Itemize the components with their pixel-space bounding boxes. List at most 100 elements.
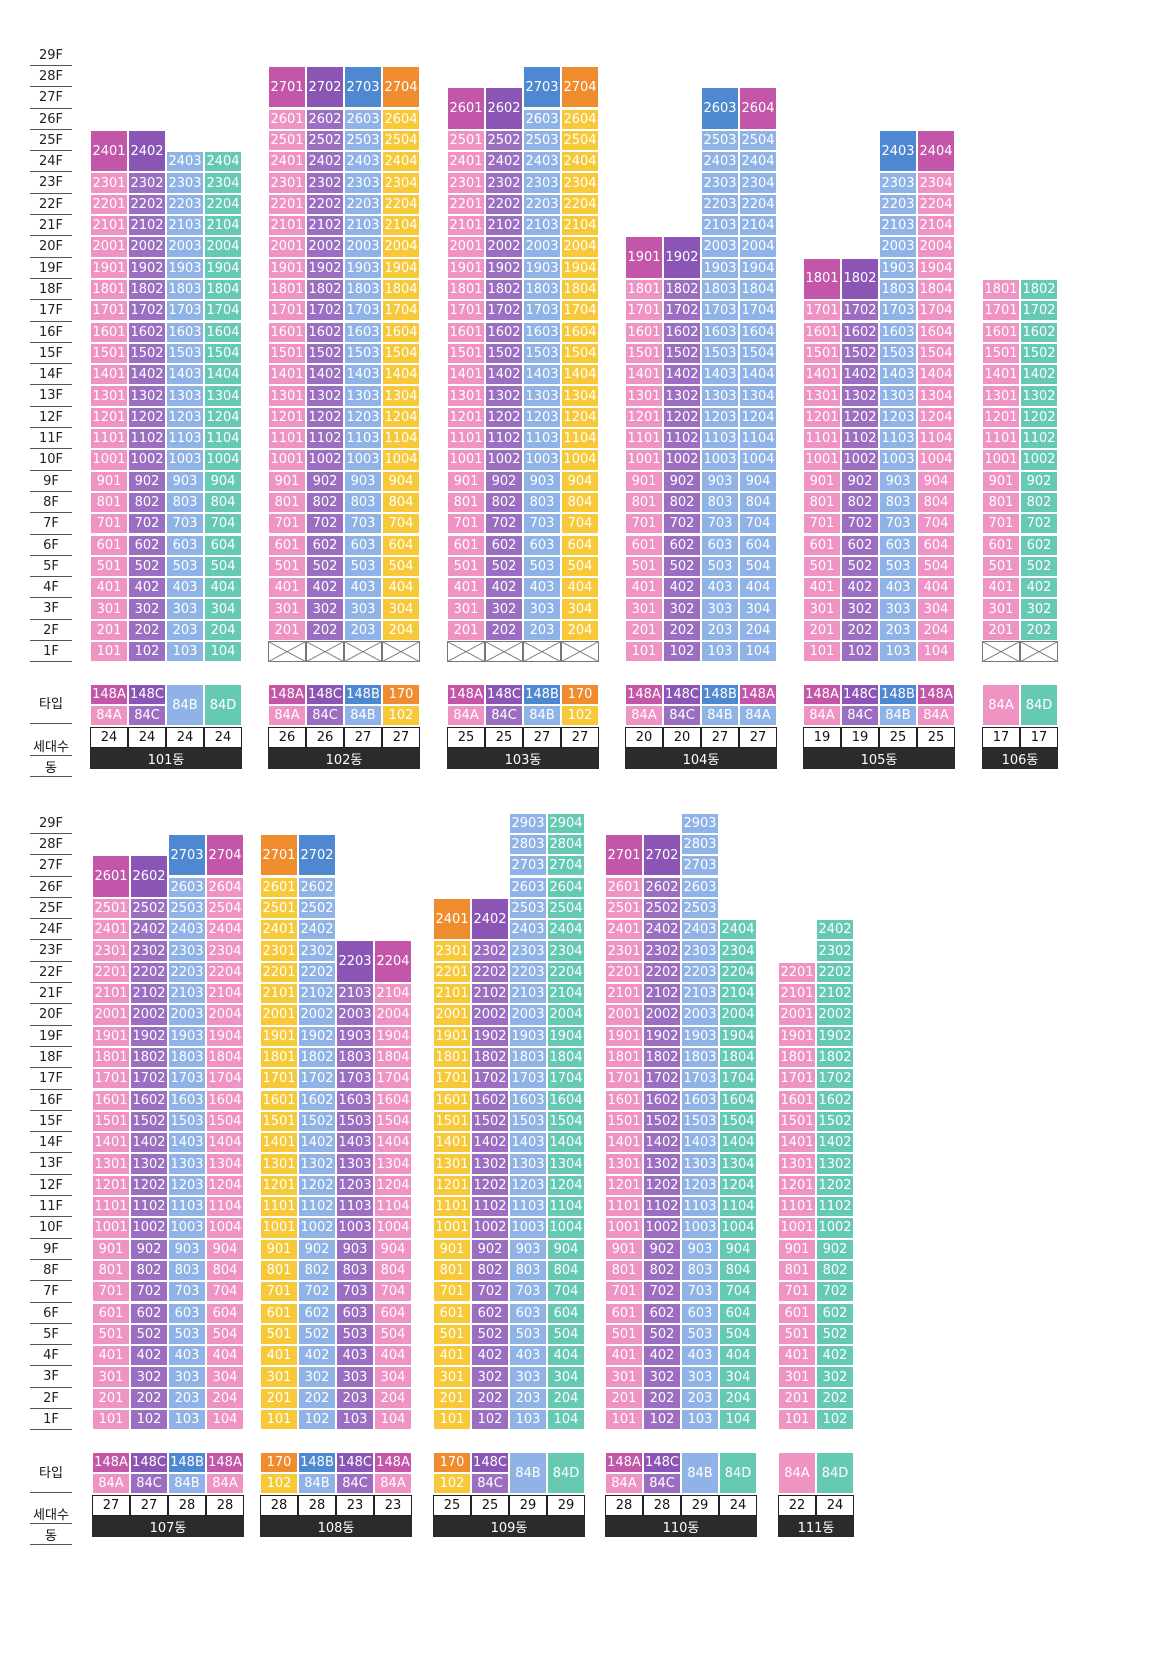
unit-cell[interactable]: 1204 [739,406,777,428]
unit-cell[interactable]: 1701 [92,1068,130,1090]
unit-cell[interactable]: 601 [447,534,485,556]
unit-cell[interactable]: 203 [523,619,561,641]
unit-cell[interactable]: 904 [547,1238,585,1260]
unit-cell[interactable]: 104 [739,641,777,663]
penthouse-cell[interactable]: 2704 [206,833,244,877]
unit-cell[interactable]: 2504 [206,897,244,920]
unit-cell[interactable]: 1804 [561,278,599,301]
unit-cell[interactable]: 1301 [447,385,485,407]
unit-cell[interactable]: 1502 [128,342,166,365]
unit-cell[interactable]: 2403 [701,151,739,173]
penthouse-cell[interactable]: 2601 [92,855,130,898]
unit-cell[interactable]: 501 [260,1323,298,1346]
unit-cell[interactable]: 1501 [268,342,306,365]
unit-cell[interactable]: 1903 [701,257,739,279]
unit-cell[interactable]: 104 [206,1409,244,1431]
unit-cell[interactable]: 1101 [803,428,841,450]
unit-cell[interactable]: 1602 [1020,321,1058,343]
unit-cell[interactable]: 2303 [701,172,739,194]
unit-cell[interactable]: 1402 [816,1132,854,1154]
unit-cell[interactable]: 1301 [982,385,1020,407]
unit-cell[interactable]: 2002 [306,236,344,258]
unit-cell[interactable]: 1501 [433,1110,471,1133]
unit-cell[interactable]: 903 [344,470,382,492]
unit-cell[interactable]: 504 [739,555,777,578]
unit-cell[interactable]: 2102 [816,983,854,1005]
unit-cell[interactable]: 2001 [447,236,485,258]
unit-cell[interactable]: 1201 [605,1174,643,1196]
unit-cell[interactable]: 902 [816,1238,854,1260]
unit-cell[interactable]: 1104 [547,1196,585,1218]
unit-cell[interactable]: 904 [204,470,242,492]
unit-cell[interactable]: 2401 [447,151,485,173]
unit-cell[interactable]: 1403 [879,364,917,386]
unit-cell[interactable]: 1302 [128,385,166,407]
unit-cell[interactable]: 2703 [509,855,547,877]
unit-cell[interactable]: 1402 [306,364,344,386]
unit-cell[interactable]: 2604 [547,876,585,898]
unit-cell[interactable]: 1204 [382,406,420,428]
unit-cell[interactable]: 1102 [471,1196,509,1218]
unit-cell[interactable]: 103 [168,1409,206,1431]
unit-cell[interactable]: 2104 [206,983,244,1005]
unit-cell[interactable]: 1601 [260,1089,298,1111]
unit-cell[interactable]: 101 [260,1409,298,1431]
unit-cell[interactable]: 804 [739,491,777,514]
unit-cell[interactable]: 1002 [306,449,344,471]
unit-cell[interactable]: 1404 [204,364,242,386]
unit-cell[interactable]: 801 [803,491,841,514]
unit-cell[interactable]: 902 [841,470,879,492]
unit-cell[interactable]: 2201 [92,961,130,983]
unit-cell[interactable]: 1203 [336,1174,374,1196]
unit-cell[interactable]: 1602 [298,1089,336,1111]
penthouse-cell[interactable]: 2703 [523,65,561,109]
unit-cell[interactable]: 2102 [643,983,681,1005]
unit-cell[interactable]: 2301 [92,940,130,962]
unit-cell[interactable]: 2501 [268,129,306,152]
unit-cell[interactable]: 2202 [485,193,523,215]
unit-cell[interactable]: 304 [917,598,955,620]
unit-cell[interactable]: 401 [92,1345,130,1367]
unit-cell[interactable]: 2304 [382,172,420,194]
unit-cell[interactable]: 1604 [547,1089,585,1111]
unit-cell[interactable]: 2103 [336,983,374,1005]
unit-cell[interactable]: 104 [719,1409,757,1431]
unit-cell[interactable]: 802 [485,491,523,514]
unit-cell[interactable]: 404 [206,1345,244,1367]
unit-cell[interactable]: 402 [663,577,701,599]
unit-cell[interactable]: 604 [719,1302,757,1324]
unit-cell[interactable]: 601 [433,1302,471,1324]
unit-cell[interactable]: 1204 [917,406,955,428]
unit-cell[interactable]: 701 [92,1281,130,1303]
unit-cell[interactable]: 1203 [168,1174,206,1196]
unit-cell[interactable]: 1202 [643,1174,681,1196]
unit-cell[interactable]: 1404 [547,1132,585,1154]
unit-cell[interactable]: 1301 [625,385,663,407]
unit-cell[interactable]: 1102 [1020,428,1058,450]
unit-cell[interactable]: 2003 [168,1004,206,1026]
unit-cell[interactable]: 2301 [260,940,298,962]
unit-cell[interactable]: 1102 [485,428,523,450]
unit-cell[interactable]: 1104 [374,1196,412,1218]
unit-cell[interactable]: 1602 [485,321,523,343]
penthouse-cell[interactable]: 2703 [168,833,206,877]
unit-cell[interactable]: 2404 [204,151,242,173]
unit-cell[interactable]: 204 [204,619,242,641]
unit-cell[interactable]: 2204 [561,193,599,215]
unit-cell[interactable]: 803 [523,491,561,514]
unit-cell[interactable]: 1304 [374,1153,412,1175]
unit-cell[interactable]: 1102 [306,428,344,450]
unit-cell[interactable]: 201 [982,619,1020,641]
unit-cell[interactable]: 2502 [485,129,523,152]
unit-cell[interactable]: 802 [298,1259,336,1282]
unit-cell[interactable]: 2302 [643,940,681,962]
unit-cell[interactable]: 201 [92,1387,130,1409]
unit-cell[interactable]: 101 [605,1409,643,1431]
unit-cell[interactable]: 704 [739,513,777,535]
unit-cell[interactable]: 504 [204,555,242,578]
unit-cell[interactable]: 1504 [382,342,420,365]
unit-cell[interactable]: 602 [663,534,701,556]
unit-cell[interactable]: 904 [206,1238,244,1260]
unit-cell[interactable]: 602 [816,1302,854,1324]
unit-cell[interactable]: 2104 [382,215,420,237]
